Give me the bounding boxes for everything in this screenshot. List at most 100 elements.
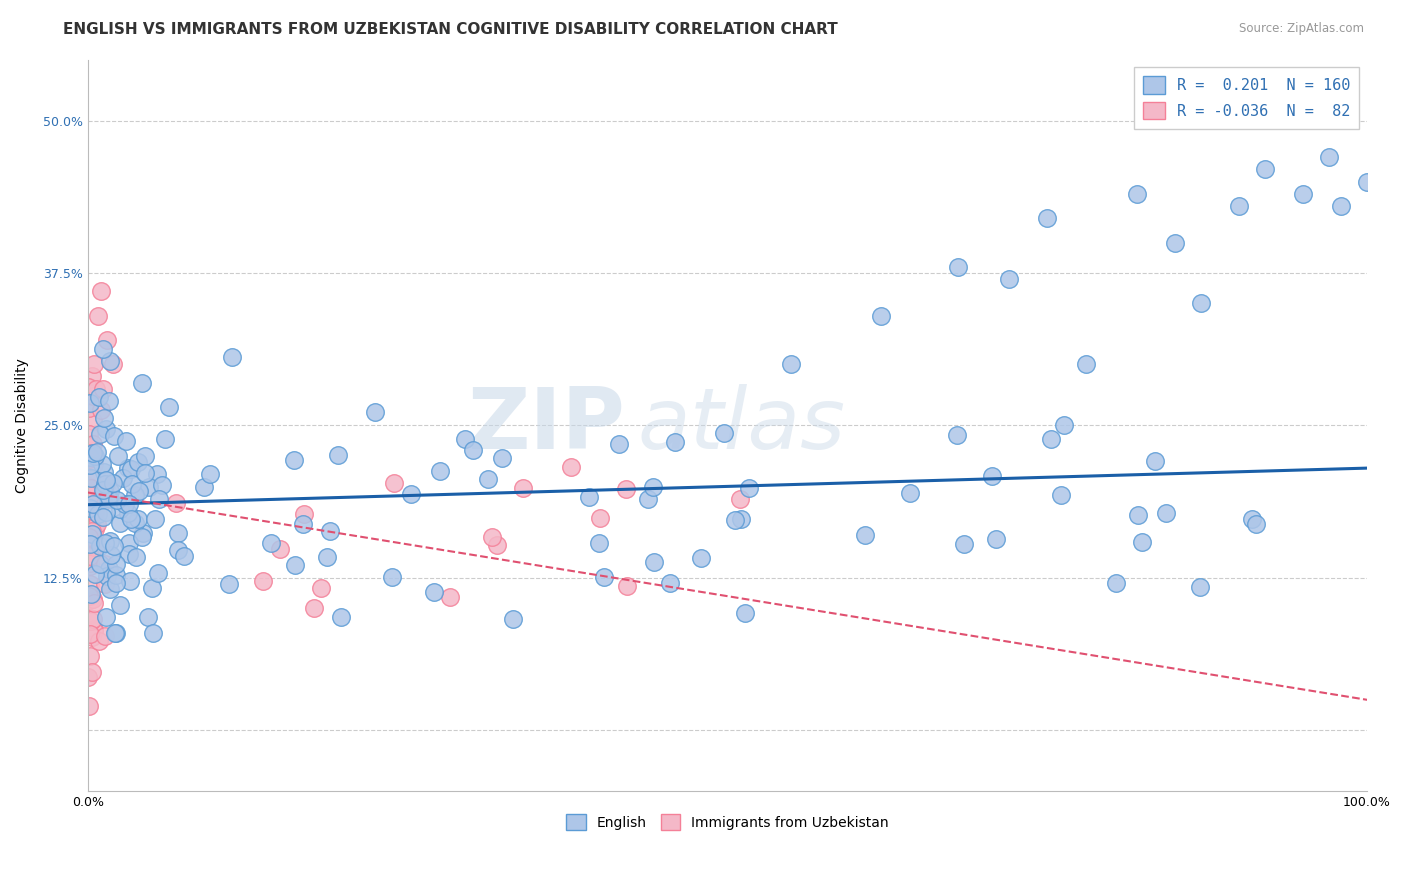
Point — [193, 480, 215, 494]
Point — [93, 629, 115, 643]
Point — [98, 534, 121, 549]
Point — [79, 589, 101, 603]
Point — [146, 566, 169, 581]
Point — [141, 581, 163, 595]
Point — [1254, 162, 1277, 177]
Point — [79, 549, 101, 564]
Point — [643, 555, 665, 569]
Point — [1330, 199, 1353, 213]
Point — [82, 591, 104, 606]
Point — [132, 526, 155, 541]
Point — [738, 482, 761, 496]
Point — [326, 448, 349, 462]
Point — [108, 502, 131, 516]
Point — [79, 648, 101, 663]
Point — [319, 524, 342, 538]
Point — [82, 535, 104, 549]
Point — [80, 471, 103, 485]
Point — [150, 478, 173, 492]
Point — [79, 445, 101, 459]
Point — [643, 480, 665, 494]
Point — [486, 538, 509, 552]
Point — [79, 488, 101, 502]
Point — [82, 389, 104, 403]
Point — [89, 557, 111, 571]
Y-axis label: Cognitive Disability: Cognitive Disability — [15, 358, 30, 493]
Point — [1189, 296, 1212, 310]
Point — [79, 452, 101, 467]
Point — [724, 513, 747, 527]
Point — [292, 517, 315, 532]
Point — [221, 351, 243, 365]
Point — [114, 497, 136, 511]
Point — [89, 539, 111, 553]
Point — [1126, 186, 1149, 201]
Point — [1156, 506, 1178, 520]
Point — [315, 549, 337, 564]
Point — [616, 578, 638, 592]
Point — [104, 575, 127, 590]
Point — [198, 467, 221, 482]
Point — [91, 510, 114, 524]
Point — [107, 450, 129, 464]
Point — [101, 475, 124, 490]
Point — [1189, 580, 1212, 594]
Point — [870, 309, 893, 323]
Point — [82, 449, 104, 463]
Point — [80, 472, 103, 486]
Point — [138, 480, 160, 494]
Point — [93, 484, 115, 499]
Point — [491, 451, 513, 466]
Point — [94, 473, 117, 487]
Point — [118, 574, 141, 588]
Point — [80, 524, 103, 538]
Point — [588, 536, 610, 550]
Point — [952, 537, 974, 551]
Point — [592, 569, 614, 583]
Point — [77, 401, 100, 415]
Point — [664, 435, 686, 450]
Point — [1050, 488, 1073, 502]
Point — [79, 627, 101, 641]
Point — [84, 567, 107, 582]
Point — [117, 460, 139, 475]
Point — [284, 558, 307, 573]
Point — [218, 577, 240, 591]
Point — [502, 612, 524, 626]
Point — [118, 547, 141, 561]
Point — [96, 333, 118, 347]
Point — [79, 395, 101, 409]
Point — [94, 505, 117, 519]
Point — [1105, 575, 1128, 590]
Point — [103, 428, 125, 442]
Point — [93, 483, 115, 498]
Point — [148, 491, 170, 506]
Point — [94, 422, 117, 436]
Text: ZIP: ZIP — [467, 384, 626, 467]
Point — [578, 491, 600, 505]
Point — [87, 390, 110, 404]
Point — [84, 382, 107, 396]
Point — [105, 558, 128, 572]
Point — [173, 549, 195, 563]
Point — [134, 449, 156, 463]
Point — [145, 512, 167, 526]
Point — [79, 614, 101, 628]
Point — [96, 568, 118, 582]
Point — [80, 630, 103, 644]
Point — [153, 433, 176, 447]
Point — [454, 432, 477, 446]
Point — [423, 584, 446, 599]
Point — [128, 483, 150, 498]
Point — [89, 634, 111, 648]
Point — [477, 472, 499, 486]
Point — [986, 533, 1008, 547]
Point — [1292, 186, 1315, 201]
Point — [77, 380, 100, 394]
Point — [83, 483, 105, 498]
Point — [1143, 453, 1166, 467]
Point — [780, 358, 803, 372]
Point — [76, 439, 98, 453]
Point — [97, 393, 120, 408]
Point — [89, 426, 111, 441]
